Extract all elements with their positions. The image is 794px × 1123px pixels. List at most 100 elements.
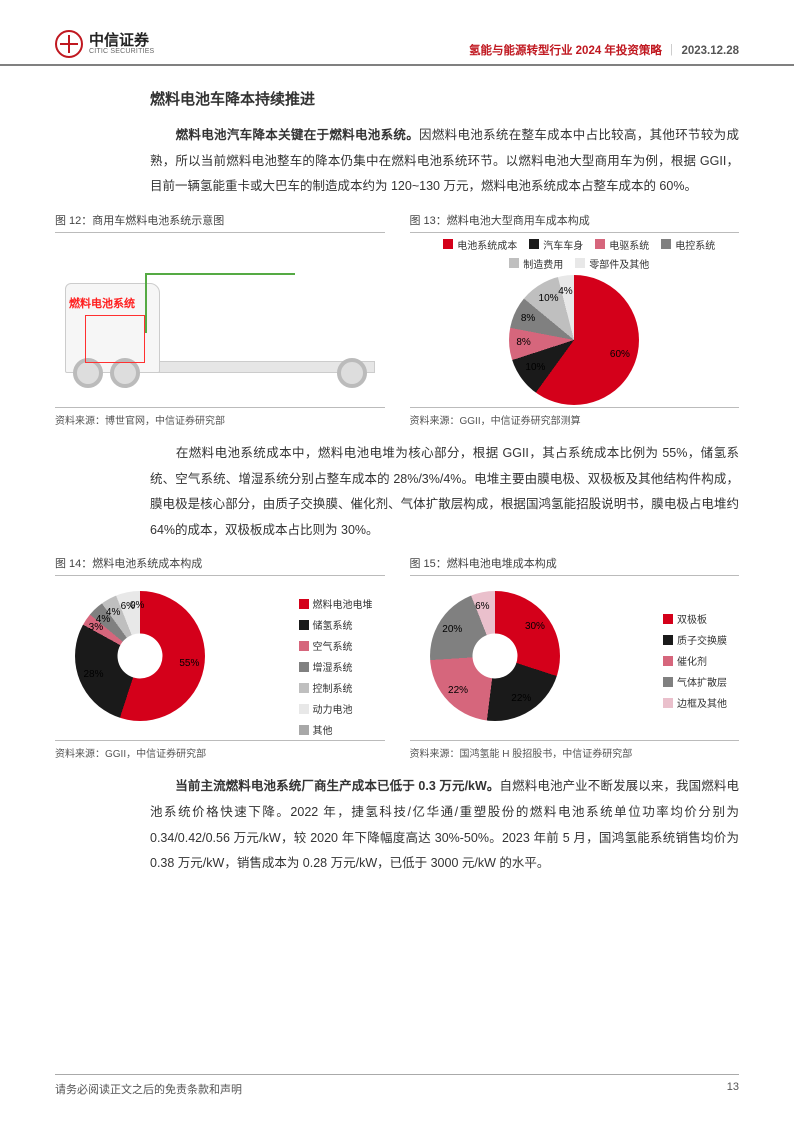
logo-text-en: CITIC SECURITIES bbox=[89, 48, 154, 55]
legend-item: 增湿系统 bbox=[299, 659, 373, 674]
legend-swatch bbox=[443, 239, 453, 249]
truck-wheel bbox=[337, 358, 367, 388]
fig13-pie: 60%10%8%8%10%4% bbox=[509, 275, 639, 405]
pie-slice-label: 8% bbox=[516, 337, 530, 348]
fig13-source: 资料来源：GGII，中信证券研究部测算 bbox=[410, 407, 740, 427]
legend-item: 储氢系统 bbox=[299, 617, 373, 632]
legend-item: 空气系统 bbox=[299, 638, 373, 653]
fig15-donut-hole bbox=[472, 634, 517, 679]
legend-swatch bbox=[663, 614, 673, 624]
figure-14: 图 14：燃料电池系统成本构成 55%28%3%4%4%6%0% 燃料电池电堆储… bbox=[55, 553, 385, 760]
legend-swatch bbox=[509, 258, 519, 268]
legend-label: 动力电池 bbox=[313, 701, 353, 716]
fig12-title: 图 12：商用车燃料电池系统示意图 bbox=[55, 210, 385, 233]
legend-item: 燃料电池电堆 bbox=[299, 596, 373, 611]
legend-item: 制造费用 bbox=[509, 256, 563, 271]
pie-slice-label: 10% bbox=[525, 362, 545, 373]
legend-swatch bbox=[299, 725, 309, 735]
legend-item: 边框及其他 bbox=[663, 695, 727, 710]
legend-label: 储氢系统 bbox=[313, 617, 353, 632]
legend-label: 其他 bbox=[313, 722, 333, 737]
logo-text-cn: 中信证券 bbox=[89, 33, 154, 48]
legend-label: 电驱系统 bbox=[609, 237, 649, 252]
legend-swatch bbox=[663, 656, 673, 666]
legend-swatch bbox=[299, 599, 309, 609]
fig15-source: 资料来源：国鸿氢能 H 股招股书，中信证券研究部 bbox=[410, 740, 740, 760]
legend-item: 电控系统 bbox=[661, 237, 715, 252]
pie-slice-label: 4% bbox=[558, 286, 572, 297]
pie-slice-label: 6% bbox=[475, 601, 489, 612]
legend-item: 汽车车身 bbox=[529, 237, 583, 252]
figure-15: 图 15：燃料电池电堆成本构成 30% 22% 22% 20% 6% 双极板质子交换膜催… bbox=[410, 553, 740, 760]
legend-label: 零部件及其他 bbox=[589, 256, 649, 271]
legend-label: 制造费用 bbox=[523, 256, 563, 271]
page-number: 13 bbox=[727, 1081, 739, 1097]
fig14-legend: 燃料电池电堆储氢系统空气系统增湿系统控制系统动力电池其他 bbox=[299, 596, 373, 737]
footer-disclaimer: 请务必阅读正文之后的免责条款和声明 bbox=[55, 1081, 242, 1097]
legend-item: 气体扩散层 bbox=[663, 674, 727, 689]
legend-item: 控制系统 bbox=[299, 680, 373, 695]
fig15-title: 图 15：燃料电池电堆成本构成 bbox=[410, 553, 740, 576]
fig14-source: 资料来源：GGII，中信证券研究部 bbox=[55, 740, 385, 760]
legend-label: 电控系统 bbox=[675, 237, 715, 252]
pie-slice-label: 0% bbox=[130, 600, 144, 611]
legend-item: 动力电池 bbox=[299, 701, 373, 716]
legend-swatch bbox=[663, 635, 673, 645]
legend-label: 双极板 bbox=[677, 611, 707, 626]
legend-swatch bbox=[299, 641, 309, 651]
report-title: 氢能与能源转型行业 2024 年投资策略 bbox=[469, 42, 662, 58]
legend-label: 气体扩散层 bbox=[677, 674, 727, 689]
section-heading: 燃料电池车降本持续推进 bbox=[150, 88, 739, 109]
legend-swatch bbox=[663, 677, 673, 687]
pie-slice-label: 22% bbox=[511, 693, 531, 704]
legend-label: 催化剂 bbox=[677, 653, 707, 668]
legend-item: 双极板 bbox=[663, 611, 727, 626]
pie-slice-label: 60% bbox=[610, 349, 630, 360]
legend-label: 质子交换膜 bbox=[677, 632, 727, 647]
legend-swatch bbox=[299, 704, 309, 714]
fig12-source: 资料来源：博世官网，中信证券研究部 bbox=[55, 407, 385, 427]
fig14-body: 55%28%3%4%4%6%0% 燃料电池电堆储氢系统空气系统增湿系统控制系统动… bbox=[55, 576, 385, 736]
fc-system-label: 燃料电池系统 bbox=[69, 295, 135, 311]
page-footer: 请务必阅读正文之后的免责条款和声明 13 bbox=[55, 1074, 739, 1097]
fig12-body: 燃料电池系统 bbox=[55, 233, 385, 403]
fig15-body: 30% 22% 22% 20% 6% 双极板质子交换膜催化剂气体扩散层边框及其他 bbox=[410, 576, 740, 736]
legend-label: 控制系统 bbox=[313, 680, 353, 695]
report-date: 2023.12.28 bbox=[681, 45, 739, 57]
truck-diagram: 燃料电池系统 bbox=[65, 253, 375, 393]
legend-label: 燃料电池电堆 bbox=[313, 596, 373, 611]
pie-slice-label: 30% bbox=[525, 621, 545, 632]
pie-slice-label: 55% bbox=[179, 658, 199, 669]
legend-item: 质子交换膜 bbox=[663, 632, 727, 647]
legend-swatch bbox=[661, 239, 671, 249]
figure-13: 图 13：燃料电池大型商用车成本构成 电池系统成本汽车车身 电驱系统 电控系统制造费… bbox=[410, 210, 740, 427]
fig14-pie: 55%28%3%4%4%6%0% bbox=[75, 591, 205, 721]
title-separator: ｜ bbox=[666, 42, 678, 58]
fig15-legend: 双极板质子交换膜催化剂气体扩散层边框及其他 bbox=[663, 611, 727, 710]
paragraph-1: 燃料电池汽车降本关键在于燃料电池系统。因燃料电池系统在整车成本中占比较高，其他环… bbox=[150, 123, 739, 200]
fig15-pie: 30% 22% 22% 20% 6% bbox=[430, 591, 560, 721]
pie-slice-label: 20% bbox=[442, 624, 462, 635]
pie-slice-label: 22% bbox=[448, 685, 468, 696]
paragraph-3: 当前主流燃料电池系统厂商生产成本已低于 0.3 万元/kW。自燃料电池产业不断发… bbox=[150, 774, 739, 877]
fc-system-box bbox=[85, 315, 145, 363]
figure-row-1: 图 12：商用车燃料电池系统示意图 燃料电池系统 资料来源：博世官网，中信证券研… bbox=[55, 210, 739, 427]
pie-slice-label: 10% bbox=[539, 293, 559, 304]
legend-swatch bbox=[663, 698, 673, 708]
legend-item: 电池系统成本 bbox=[443, 237, 517, 252]
legend-swatch bbox=[299, 620, 309, 630]
fig14-title: 图 14：燃料电池系统成本构成 bbox=[55, 553, 385, 576]
legend-swatch bbox=[575, 258, 585, 268]
legend-label: 增湿系统 bbox=[313, 659, 353, 674]
legend-swatch bbox=[529, 239, 539, 249]
legend-item: 零部件及其他 bbox=[575, 256, 649, 271]
legend-item: 其他 bbox=[299, 722, 373, 737]
legend-swatch bbox=[595, 239, 605, 249]
pie-slice-label: 8% bbox=[521, 313, 535, 324]
figure-row-2: 图 14：燃料电池系统成本构成 55%28%3%4%4%6%0% 燃料电池电堆储… bbox=[55, 553, 739, 760]
fuel-pipe bbox=[145, 273, 295, 333]
fig13-title: 图 13：燃料电池大型商用车成本构成 bbox=[410, 210, 740, 233]
logo-icon bbox=[55, 30, 83, 58]
pie-slice-label: 4% bbox=[106, 607, 120, 618]
paragraph-2: 在燃料电池系统成本中，燃料电池电堆为核心部分，根据 GGII，其占系统成本比例为… bbox=[150, 441, 739, 544]
